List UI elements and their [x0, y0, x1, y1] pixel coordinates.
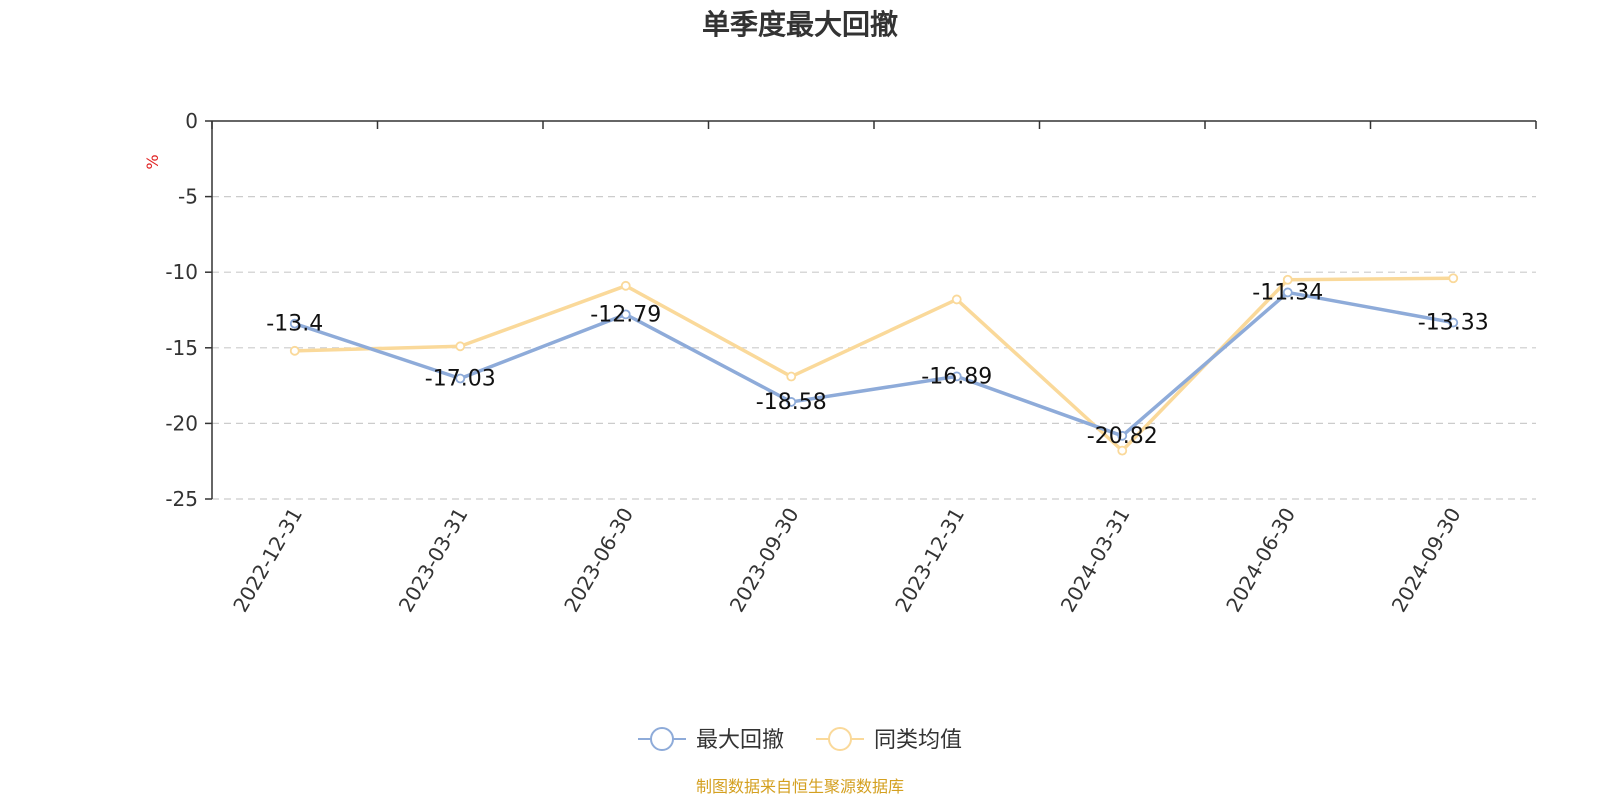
data-point[interactable] — [620, 280, 631, 291]
data-point[interactable] — [289, 345, 300, 356]
legend-label: 同类均值 — [874, 728, 962, 753]
data-point[interactable] — [289, 318, 300, 329]
y-tick-label: -25 — [165, 487, 198, 511]
legend-item-max-drawdown[interactable]: 最大回撤 — [638, 727, 784, 753]
legend-label: 最大回撤 — [696, 728, 784, 753]
chart-title: 单季度最大回撤 — [702, 8, 898, 41]
series-layer — [289, 273, 1459, 456]
x-tick-label: 2023-06-30 — [559, 504, 638, 617]
y-tick-label: 0 — [185, 109, 198, 133]
y-tick-label: -15 — [165, 336, 198, 360]
legend[interactable]: 最大回撤 同类均值 — [638, 727, 962, 753]
legend-circle-icon — [828, 727, 852, 751]
data-point[interactable] — [786, 397, 797, 407]
data-point[interactable] — [1282, 274, 1293, 285]
data-label: -12.79 — [590, 302, 661, 327]
axes — [211, 120, 1537, 499]
data-labels: -13.4 -17.03 -12.79 -18.58 -16.89 -20.82 -11.3… — [266, 280, 1488, 448]
data-label: -18.58 — [756, 390, 827, 415]
source-note: 制图数据来自恒生聚源数据库 — [696, 777, 904, 796]
x-tick-label: 2024-06-30 — [1221, 504, 1300, 617]
y-tick-label: -20 — [165, 411, 198, 435]
x-tick-label: 2023-03-31 — [394, 504, 473, 617]
x-tick-label: 2022-12-31 — [228, 504, 307, 617]
data-point[interactable] — [951, 371, 962, 382]
data-label: -20.82 — [1087, 424, 1158, 449]
data-label: -17.03 — [425, 366, 496, 391]
legend-circle-icon — [650, 727, 674, 751]
x-tick-label: 2024-03-31 — [1056, 504, 1135, 617]
data-point[interactable] — [620, 309, 631, 320]
x-tick-label: 2023-12-31 — [890, 504, 969, 617]
y-axis-ticks: 0 -5 -10 -15 -20 -25 — [165, 109, 212, 511]
series-line — [294, 276, 1454, 453]
x-tick-label: 2023-09-30 — [725, 504, 804, 617]
y-tick-label: -5 — [178, 185, 198, 209]
data-label: -13.4 — [266, 312, 323, 337]
data-point[interactable] — [1117, 445, 1128, 456]
data-point[interactable] — [1282, 287, 1293, 298]
data-point[interactable] — [786, 371, 797, 382]
y-tick-label: -10 — [165, 260, 198, 284]
series-max-drawdown — [289, 287, 1459, 441]
x-axis-ticks: 2022-12-31 2023-03-31 2023-06-30 2023-09-30… — [228, 504, 1465, 617]
data-point[interactable] — [1448, 273, 1459, 284]
data-point[interactable] — [1448, 317, 1459, 328]
y-unit-label: % — [143, 154, 162, 169]
series-line — [294, 290, 1454, 438]
data-label: -11.34 — [1252, 280, 1323, 305]
x-tick-label: 2024-09-30 — [1387, 504, 1466, 617]
data-point[interactable] — [1117, 430, 1128, 441]
data-label: -13.33 — [1418, 311, 1489, 336]
series-peer-average — [289, 273, 1459, 456]
data-label: -16.89 — [921, 364, 992, 389]
legend-item-peer-average[interactable]: 同类均值 — [816, 727, 962, 753]
data-point[interactable] — [455, 373, 466, 384]
data-point[interactable] — [951, 294, 962, 305]
data-point[interactable] — [455, 341, 466, 352]
